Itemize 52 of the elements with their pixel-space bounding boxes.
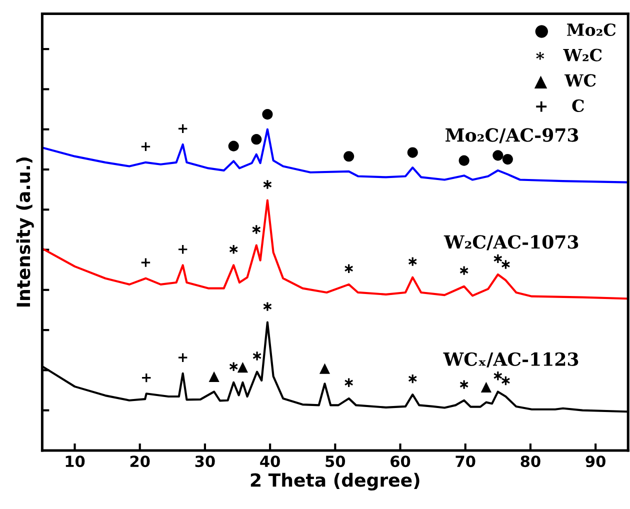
annotation: ∗	[344, 378, 353, 387]
annotation: ●	[492, 150, 504, 161]
annotation: ●	[344, 151, 354, 162]
annotation: ●	[251, 134, 262, 145]
annotation: ∗	[263, 302, 272, 311]
text: ∗ W₂C	[536, 48, 602, 62]
annotation: ∗	[229, 245, 238, 254]
annotation: ▲	[319, 363, 330, 374]
x-tick-label: 80	[520, 456, 540, 468]
annotation: ●	[228, 140, 239, 152]
annotation: ●	[262, 109, 273, 120]
text: ▲ WC	[534, 74, 596, 89]
annotation: ●	[502, 154, 513, 165]
annotation: ∗	[494, 372, 502, 380]
annotation: ∗	[460, 266, 468, 275]
text: ● Mo₂C	[535, 23, 616, 38]
annotation: +	[142, 373, 151, 382]
annotation: ∗	[460, 380, 468, 389]
annotation: ∗	[344, 264, 353, 273]
annotation: ∗	[408, 374, 417, 384]
annotation: ∗	[502, 260, 510, 269]
annotation: ∗	[252, 352, 262, 360]
x-tick-label: 60	[390, 456, 410, 468]
x-axis-title: 2 Theta (degree)	[250, 472, 420, 491]
annotation: ▲	[480, 382, 492, 393]
annotation: ∗	[252, 225, 261, 234]
annotation: +	[178, 245, 188, 254]
annotation: +	[141, 258, 150, 267]
annotation: ∗	[502, 376, 510, 386]
annotation: +	[178, 124, 188, 133]
series-label: Mo₂C/AC-973	[446, 128, 578, 144]
annotation: ∗	[229, 362, 238, 371]
text: + C	[536, 99, 584, 112]
series-label: W₂C/AC-1073	[444, 235, 578, 250]
annotation: ∗	[494, 254, 502, 264]
x-tick-label: 90	[586, 456, 606, 468]
x-tick-label: 40	[260, 456, 280, 468]
annotation: ∗	[408, 257, 417, 266]
x-tick-label: 30	[195, 456, 215, 468]
y-axis-title: Intensity (a.u.)	[16, 158, 34, 307]
annotation: +	[141, 142, 150, 151]
annotation: +	[178, 353, 188, 362]
annotation: ●	[407, 147, 418, 158]
x-tick-label: 70	[456, 456, 476, 468]
x-tick-label: 20	[130, 456, 150, 468]
annotation: ∗	[263, 180, 272, 189]
series-label: WCₓ/AC-1123	[443, 352, 578, 368]
x-tick-label: 50	[326, 456, 346, 468]
annotation: ▲	[208, 371, 220, 382]
annotation: ●	[458, 155, 470, 166]
x-tick-label: 10	[66, 456, 85, 468]
annotation: ▲	[237, 362, 248, 373]
